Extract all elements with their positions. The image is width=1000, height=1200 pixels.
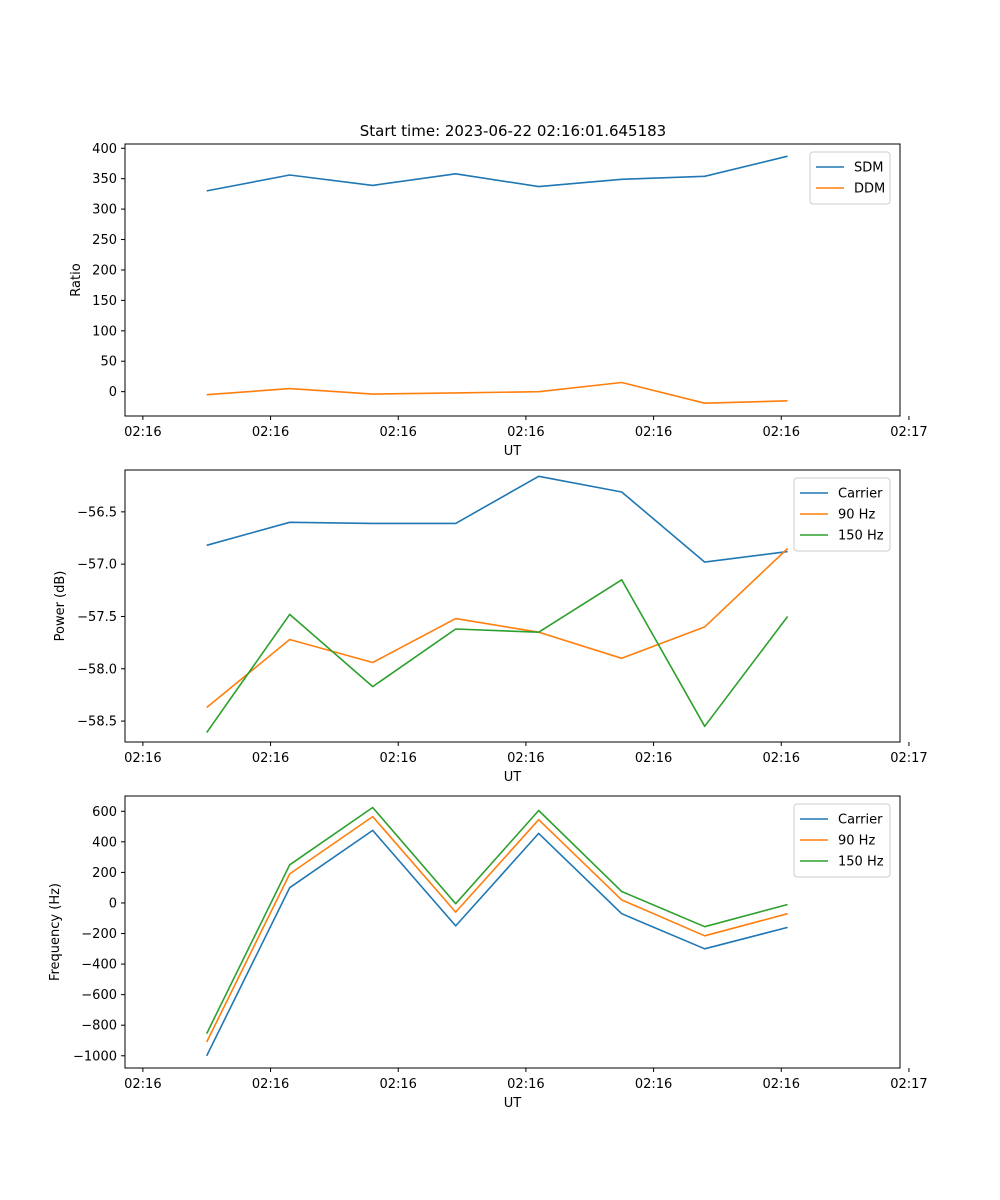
y-tick-label: −400 bbox=[81, 958, 117, 973]
x-tick-label: 02:16 bbox=[635, 425, 672, 440]
panel-2: 02:16 02:16 02:16 02:16 02:16 02:16 02:17 UT −58… bbox=[53, 469, 928, 785]
series-line-sdm bbox=[206, 155, 788, 192]
x-tick-label: 02:17 bbox=[890, 751, 927, 766]
y-tick-label: −58.5 bbox=[77, 715, 117, 730]
series-line-90-hz bbox=[206, 547, 789, 709]
legend-label: Carrier bbox=[838, 813, 883, 828]
x-axis-label: UT bbox=[504, 444, 522, 459]
x-tick-label: 02:16 bbox=[252, 1077, 289, 1092]
series-line-carrier bbox=[205, 829, 788, 1057]
y-tick-label: 100 bbox=[92, 324, 117, 339]
x-tick-label: 02:16 bbox=[763, 1077, 800, 1092]
legend-label: 150 Hz bbox=[838, 855, 884, 870]
x-axis-label: UT bbox=[504, 1096, 522, 1111]
y-tick-label: −1000 bbox=[73, 1049, 117, 1064]
legend-box bbox=[809, 151, 891, 205]
x-tick-label: 02:16 bbox=[635, 751, 672, 766]
y-tick-label: −58.0 bbox=[77, 662, 117, 677]
x-tick-label: 02:16 bbox=[379, 425, 416, 440]
y-tick-label: 300 bbox=[92, 203, 117, 218]
y-tick-label: −57.0 bbox=[77, 558, 117, 573]
y-tick-label: −200 bbox=[81, 927, 117, 942]
y-tick-label: 0 bbox=[109, 385, 117, 400]
x-tick-label: 02:16 bbox=[635, 1077, 672, 1092]
x-tick-label: 02:16 bbox=[124, 425, 161, 440]
legend-label: 90 Hz bbox=[838, 508, 875, 523]
y-tick-label: 200 bbox=[92, 263, 117, 278]
y-tick-label: −56.5 bbox=[77, 505, 117, 520]
x-tick-label: 02:17 bbox=[890, 425, 927, 440]
y-tick-label: −800 bbox=[81, 1019, 117, 1034]
series-line-90-hz bbox=[205, 815, 788, 1043]
y-tick-label: 250 bbox=[92, 233, 117, 248]
axes-frame bbox=[124, 143, 901, 417]
y-tick-label: 600 bbox=[92, 805, 117, 820]
series-line-ddm bbox=[206, 381, 788, 405]
legend-label: SDM bbox=[854, 161, 883, 176]
legend: Carrier 90 Hz 150 Hz bbox=[793, 477, 891, 552]
y-tick-label: 400 bbox=[92, 835, 117, 850]
panel-1: 02:16 02:16 02:16 02:16 02:16 02:16 02:17 UT 0 50… bbox=[69, 142, 928, 459]
panels: 02:16 02:16 02:16 02:16 02:16 02:16 02:17 UT 0 50… bbox=[48, 142, 928, 1111]
y-tick-label: 200 bbox=[92, 866, 117, 881]
y-tick-label: −57.5 bbox=[77, 610, 117, 625]
x-tick-label: 02:16 bbox=[124, 1077, 161, 1092]
x-tick-label: 02:16 bbox=[252, 425, 289, 440]
y-axis-label: Power (dB) bbox=[53, 571, 68, 642]
legend-label: 90 Hz bbox=[838, 834, 875, 849]
x-tick-label: 02:16 bbox=[252, 751, 289, 766]
x-tick-label: 02:16 bbox=[379, 751, 416, 766]
y-tick-label: −600 bbox=[81, 988, 117, 1003]
series-line-150-hz bbox=[206, 578, 789, 734]
legend-label: Carrier bbox=[838, 487, 883, 502]
figure-title: Start time: 2023-06-22 02:16:01.645183 bbox=[360, 122, 666, 140]
panel-3: 02:16 02:16 02:16 02:16 02:16 02:16 02:17 UT −10… bbox=[48, 795, 928, 1111]
legend-box bbox=[793, 477, 891, 552]
x-tick-label: 02:16 bbox=[124, 751, 161, 766]
x-tick-label: 02:16 bbox=[379, 1077, 416, 1092]
y-tick-label: 0 bbox=[109, 896, 117, 911]
y-tick-label: 50 bbox=[100, 355, 117, 370]
x-tick-label: 02:16 bbox=[763, 425, 800, 440]
axes-frame bbox=[124, 469, 901, 743]
x-axis-label: UT bbox=[504, 770, 522, 785]
legend-box bbox=[793, 803, 891, 878]
legend-label: DDM bbox=[854, 182, 885, 197]
x-tick-label: 02:16 bbox=[507, 751, 544, 766]
x-tick-label: 02:17 bbox=[890, 1077, 927, 1092]
legend: SDM DDM bbox=[809, 151, 891, 205]
x-tick-label: 02:16 bbox=[763, 751, 800, 766]
series-line-carrier bbox=[206, 475, 788, 563]
legend: Carrier 90 Hz 150 Hz bbox=[793, 803, 891, 878]
legend-label: 150 Hz bbox=[838, 529, 884, 544]
y-tick-label: 350 bbox=[92, 172, 117, 187]
series-line-150-hz bbox=[205, 806, 788, 1034]
x-tick-label: 02:16 bbox=[507, 425, 544, 440]
y-tick-label: 150 bbox=[92, 294, 117, 309]
axes-frame bbox=[124, 795, 901, 1069]
y-axis-label: Ratio bbox=[69, 263, 84, 296]
x-tick-label: 02:16 bbox=[507, 1077, 544, 1092]
y-axis-label: Frequency (Hz) bbox=[48, 883, 63, 981]
y-tick-label: 400 bbox=[92, 142, 117, 157]
